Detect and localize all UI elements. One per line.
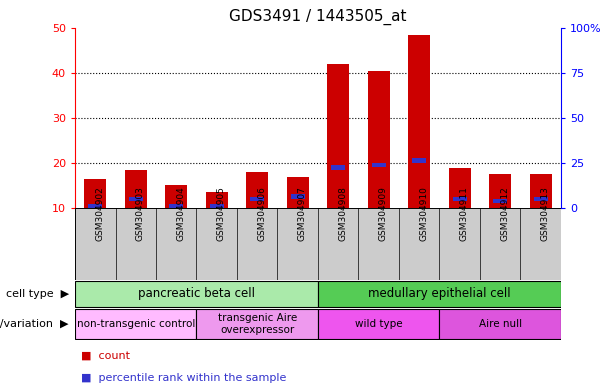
Bar	[371, 163, 386, 167]
Bar	[327, 64, 349, 208]
Bar	[318, 309, 440, 339]
Bar	[331, 165, 346, 170]
Text: cell type  ▶: cell type ▶	[6, 289, 69, 299]
Text: GSM304911: GSM304911	[460, 186, 469, 241]
Bar	[452, 197, 467, 201]
Title: GDS3491 / 1443505_at: GDS3491 / 1443505_at	[229, 9, 407, 25]
Bar	[246, 172, 268, 208]
Bar	[530, 174, 552, 208]
Bar	[75, 309, 197, 339]
Bar	[75, 281, 318, 308]
Text: GSM304904: GSM304904	[177, 186, 185, 241]
Bar	[412, 159, 427, 163]
Text: GSM304905: GSM304905	[217, 186, 226, 241]
Bar	[124, 170, 147, 208]
Bar	[408, 35, 430, 208]
Text: GSM304907: GSM304907	[298, 186, 306, 241]
Bar	[205, 192, 228, 208]
Bar	[88, 204, 102, 208]
Bar	[129, 197, 143, 201]
Text: transgenic Aire
overexpressor: transgenic Aire overexpressor	[218, 313, 297, 335]
Text: medullary epithelial cell: medullary epithelial cell	[368, 288, 511, 301]
Text: ■  percentile rank within the sample: ■ percentile rank within the sample	[81, 373, 286, 383]
Bar	[197, 309, 318, 339]
Bar	[493, 199, 508, 204]
Text: GSM304910: GSM304910	[419, 186, 428, 241]
Bar	[489, 174, 511, 208]
Text: GSM304909: GSM304909	[379, 186, 388, 241]
Text: GSM304902: GSM304902	[95, 186, 104, 241]
Text: GSM304908: GSM304908	[338, 186, 347, 241]
Bar	[449, 167, 471, 208]
Bar	[210, 204, 224, 208]
Bar	[440, 309, 561, 339]
Text: GSM304903: GSM304903	[135, 186, 145, 241]
Bar	[250, 197, 264, 201]
Text: wild type: wild type	[355, 319, 403, 329]
Text: GSM304913: GSM304913	[541, 186, 550, 241]
Text: pancreatic beta cell: pancreatic beta cell	[138, 288, 255, 301]
Text: Aire null: Aire null	[479, 319, 522, 329]
Text: GSM304906: GSM304906	[257, 186, 266, 241]
Bar	[165, 185, 188, 208]
Bar	[533, 197, 548, 201]
Text: non-transgenic control: non-transgenic control	[77, 319, 195, 329]
Text: GSM304912: GSM304912	[500, 186, 509, 241]
Text: genotype/variation  ▶: genotype/variation ▶	[0, 319, 69, 329]
Bar	[287, 177, 309, 208]
Bar	[318, 281, 561, 308]
Bar	[368, 71, 390, 208]
Bar	[169, 204, 183, 208]
Bar	[84, 179, 107, 208]
Text: ■  count: ■ count	[81, 350, 130, 360]
Bar	[291, 195, 305, 199]
